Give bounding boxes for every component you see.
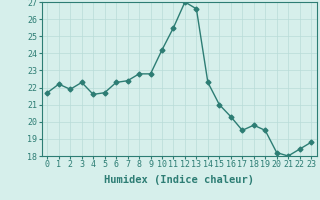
X-axis label: Humidex (Indice chaleur): Humidex (Indice chaleur) — [104, 175, 254, 185]
